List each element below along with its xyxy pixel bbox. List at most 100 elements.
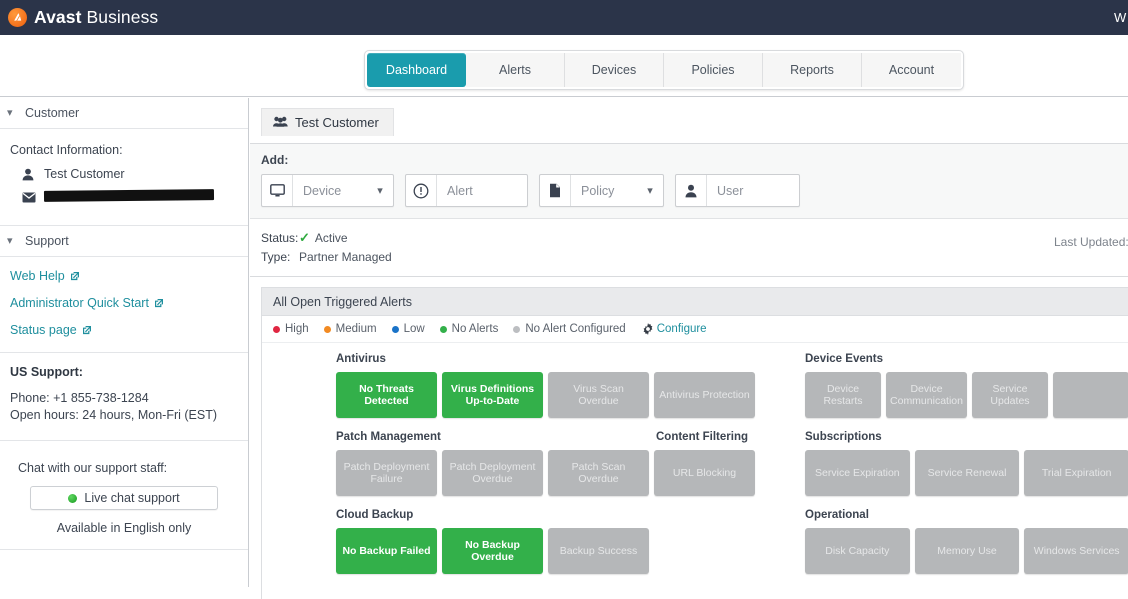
live-chat-block: Chat with our support staff: Live chat s… [0, 441, 248, 550]
alerts-grid: Antivirus No Threats Detected Virus Defi… [262, 343, 1128, 599]
external-link-icon [154, 298, 164, 308]
sidebar-link-web-help[interactable]: Web Help [10, 269, 238, 283]
tile-patch-deployment-failure[interactable]: Patch Deployment Failure [336, 450, 437, 496]
customer-tab[interactable]: Test Customer [261, 108, 394, 136]
section-antivirus-tiles: No Threats Detected Virus Definitions Up… [336, 372, 755, 418]
tile-service-updates[interactable]: Service Updates [971, 372, 1048, 418]
external-link-icon [70, 271, 80, 281]
sidebar-section-support[interactable]: ▾ Support [0, 226, 248, 257]
tab-policies[interactable]: Policies [664, 53, 763, 87]
person-icon [676, 175, 707, 206]
add-policy-button[interactable]: Policy ▾ [539, 174, 664, 207]
add-user-button[interactable]: User [675, 174, 800, 207]
status-value: Active [314, 230, 348, 245]
tab-alerts[interactable]: Alerts [466, 53, 565, 87]
person-icon [22, 168, 44, 181]
legend-dot-no-alerts-icon [439, 325, 447, 333]
live-chat-support-button[interactable]: Live chat support [30, 486, 218, 510]
customer-tab-row: Test Customer [250, 98, 1128, 144]
add-device-label: Device [303, 183, 342, 198]
us-support-block: US Support: Phone: +1 855-738-1284 Open … [0, 353, 248, 441]
add-alert-button[interactable]: Alert [405, 174, 528, 207]
tile-url-blocking[interactable]: URL Blocking [654, 450, 755, 496]
section-content-filtering-title: Content Filtering [656, 431, 748, 443]
tile-patch-scan-overdue[interactable]: Patch Scan Overdue [548, 450, 649, 496]
legend-label-no-alert-configured: No Alert Configured [525, 323, 626, 335]
legend-label-low: Low [403, 323, 425, 335]
green-check-icon: ✓ [299, 229, 310, 245]
add-alert-label: Alert [447, 183, 473, 198]
sidebar-link-status-page-label: Status page [10, 323, 77, 337]
main-content: Test Customer Add: Device ▾ Alert [250, 98, 1128, 599]
tile-device-events-overflow[interactable] [1052, 372, 1128, 418]
tab-dashboard[interactable]: Dashboard [367, 53, 466, 87]
tile-disk-capacity[interactable]: Disk Capacity [805, 528, 910, 574]
alerts-panel: All Open Triggered Alerts High Medium Lo… [261, 287, 1128, 599]
brand-name-light: Business [81, 7, 159, 27]
alerts-panel-title: All Open Triggered Alerts [262, 288, 1128, 316]
tile-service-expiration[interactable]: Service Expiration [805, 450, 910, 496]
tile-device-communication[interactable]: Device Communication [886, 372, 967, 418]
support-links: Web Help Administrator Quick Start Statu… [0, 257, 248, 353]
us-support-hours: Open hours: 24 hours, Mon-Fri (EST) [10, 408, 218, 422]
tile-antivirus-protection[interactable]: Antivirus Protection [654, 372, 755, 418]
sidebar-section-customer[interactable]: ▾ Customer [0, 98, 248, 129]
status-key: Status: [261, 230, 299, 245]
type-line: Type: Partner Managed [261, 247, 1128, 266]
nav-bar: Dashboard Alerts Devices Policies Report… [0, 35, 1128, 97]
live-chat-note: Available in English only [56, 521, 192, 535]
section-subscriptions-title: Subscriptions [805, 431, 882, 443]
add-buttons: Device ▾ Alert Policy ▾ User [261, 174, 1128, 207]
tile-no-threats-detected[interactable]: No Threats Detected [336, 372, 437, 418]
section-subscriptions: Subscriptions Service Expiration Service… [805, 431, 1128, 496]
status-line: Status: ✓ Active [261, 228, 1128, 247]
legend-dot-medium-icon [323, 325, 331, 333]
chevron-down-icon[interactable]: ▾ [647, 185, 653, 197]
tile-backup-success[interactable]: Backup Success [548, 528, 649, 574]
tile-virus-definitions-up-to-date[interactable]: Virus Definitions Up-to-Date [442, 372, 543, 418]
redacted-email-bar [43, 189, 215, 202]
tile-windows-services[interactable]: Windows Services [1024, 528, 1128, 574]
brand-logo-area[interactable]: Avast Business [0, 7, 158, 28]
section-operational-tiles: Disk Capacity Memory Use Windows Service… [805, 528, 1128, 574]
tile-patch-deployment-overdue[interactable]: Patch Deployment Overdue [442, 450, 543, 496]
contact-name-value: Test Customer [44, 167, 125, 181]
tile-service-renewal[interactable]: Service Renewal [914, 450, 1020, 496]
legend-dot-low-icon [391, 325, 399, 333]
tile-no-backup-failed[interactable]: No Backup Failed [336, 528, 437, 574]
section-device-events-title: Device Events [805, 353, 883, 365]
chevron-down-icon[interactable]: ▾ [377, 185, 383, 197]
tile-device-restarts[interactable]: Device Restarts [805, 372, 882, 418]
tile-virus-scan-overdue[interactable]: Virus Scan Overdue [548, 372, 649, 418]
tab-account[interactable]: Account [862, 53, 961, 87]
add-device-button[interactable]: Device ▾ [261, 174, 394, 207]
contact-email-value [43, 189, 215, 204]
tile-no-backup-overdue[interactable]: No Backup Overdue [442, 528, 543, 574]
legend-item-high: High [273, 323, 309, 335]
add-bar-label: Add: [261, 153, 289, 167]
last-updated-label: Last Updated: [1054, 235, 1128, 249]
add-bar: Add: Device ▾ Alert Policy ▾ [250, 144, 1128, 219]
brand-name-bold: Avast [34, 7, 82, 27]
type-value: Partner Managed [299, 249, 392, 264]
legend-item-medium: Medium [323, 323, 377, 335]
us-support-title: US Support: [10, 365, 83, 379]
monitor-icon [262, 175, 293, 206]
tab-devices[interactable]: Devices [565, 53, 664, 87]
sidebar: ▾ Customer Contact Information: Test Cus… [0, 98, 249, 587]
section-cloud-backup-tiles: No Backup Failed No Backup Overdue Backu… [336, 528, 755, 574]
online-status-dot-icon [68, 493, 78, 503]
contact-information-label: Contact Information: [10, 143, 123, 157]
header-right-partial: W [1114, 10, 1127, 25]
alerts-legend: High Medium Low No Alerts No Alert Confi… [262, 316, 1128, 343]
sidebar-link-status-page[interactable]: Status page [10, 323, 238, 337]
section-patch-management-title: Patch Management [336, 431, 441, 443]
configure-link[interactable]: Configure [642, 323, 707, 335]
tab-reports[interactable]: Reports [763, 53, 862, 87]
tile-memory-use[interactable]: Memory Use [914, 528, 1020, 574]
sidebar-link-administrator-quick-start[interactable]: Administrator Quick Start [10, 296, 238, 310]
document-icon [540, 175, 571, 206]
legend-dot-no-alert-configured-icon [513, 325, 521, 333]
chevron-down-icon: ▾ [7, 234, 13, 247]
tile-trial-expiration[interactable]: Trial Expiration [1024, 450, 1128, 496]
